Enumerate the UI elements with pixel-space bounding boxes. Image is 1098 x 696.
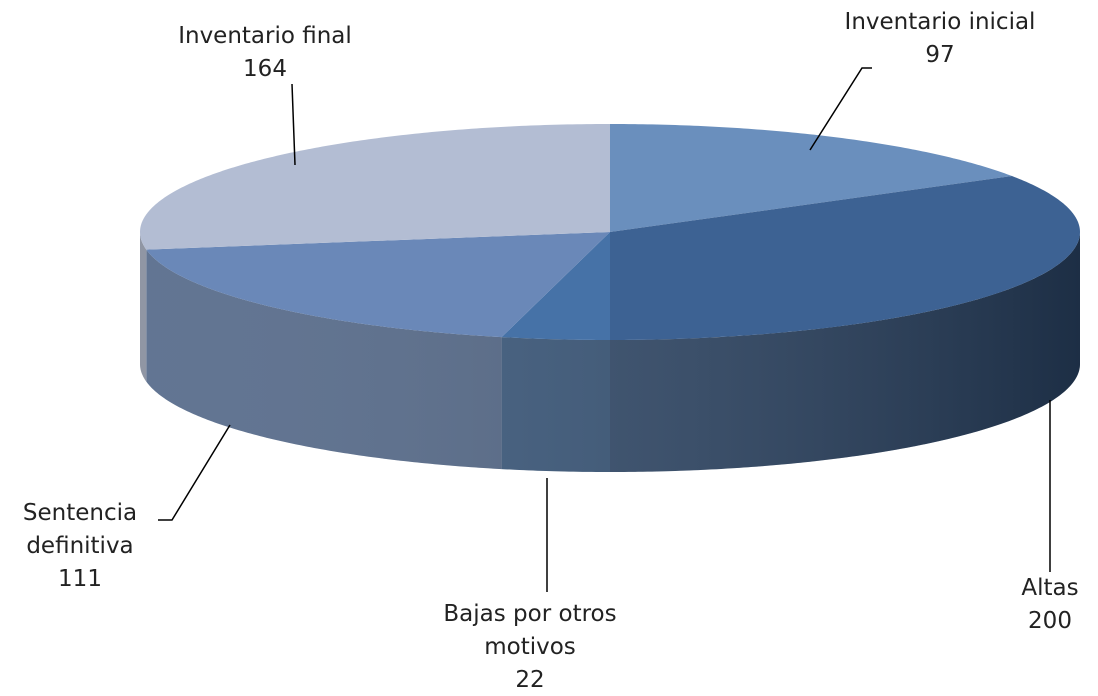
slice [610, 124, 1012, 232]
label: Inventario inicial 97 [820, 6, 1060, 72]
value-label: 200 [1028, 608, 1072, 634]
category-label: Inventario inicial [844, 9, 1036, 35]
leader-line [291, 83, 296, 166]
leader-line [158, 424, 231, 521]
value-label: 164 [243, 56, 287, 82]
slice [146, 232, 610, 338]
leader-line [809, 67, 872, 151]
slice [501, 232, 610, 340]
slice-side [140, 232, 147, 382]
label: Inventario final 164 [150, 20, 380, 86]
label: Sentencia definitiva 111 [5, 497, 155, 596]
slice-side [501, 337, 610, 472]
label: Altas 200 [1000, 572, 1098, 638]
pie [140, 124, 1080, 472]
category-label: Inventario final [178, 23, 352, 49]
label: Bajas por otros motivos 22 [420, 598, 640, 696]
slice [610, 176, 1080, 340]
value-label: 111 [58, 566, 102, 592]
category-label: Sentencia definitiva [22, 500, 138, 559]
category-label: Bajas por otros motivos [443, 601, 617, 660]
category-label: Altas [1021, 575, 1079, 601]
value-label: 97 [925, 42, 955, 68]
leader-lines [158, 67, 1051, 592]
slice [140, 124, 610, 250]
value-label: 22 [515, 667, 545, 693]
